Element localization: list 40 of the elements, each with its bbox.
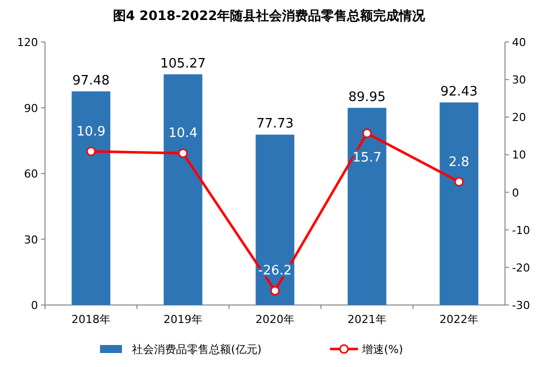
point [86,146,96,156]
data-label: 97.48 [72,73,110,88]
y2-tick-label: -10 [512,224,530,237]
y2-tick-label: 20 [512,111,526,124]
y2-tick-label: 40 [512,36,526,49]
point [270,286,280,296]
data-label: 10.4 [168,126,198,142]
data-label: 15.7 [352,150,382,166]
legend-label: 增速(%) [361,343,404,356]
x-tick-label: 2018年 [72,313,110,326]
x-tick-label: 2019年 [164,313,202,326]
x-tick-label: 2022年 [440,313,478,326]
data-label: 89.95 [348,90,386,105]
data-label: 77.73 [256,116,294,132]
bar [164,74,202,305]
data-label: 10.9 [76,124,106,140]
y-tick-label: 0 [31,299,38,312]
bar [440,102,478,305]
point [454,177,464,187]
legend-label: 社会消费品零售总额(亿元) [132,343,262,356]
y-tick-label: 30 [24,233,38,246]
y2-tick-label: -20 [512,261,530,274]
point [178,148,188,158]
bar [348,108,386,305]
data-label: 105.27 [160,56,206,72]
y-tick-label: 120 [17,36,38,49]
chart-title: 图4 2018-2022年随县社会消费品零售总额完成情况 [112,8,426,24]
bar [256,134,294,305]
y2-tick-label: 10 [512,148,526,162]
point [362,128,372,138]
y2-tick-label: -30 [512,299,530,312]
y2-tick-label: 0 [512,186,519,200]
y2-tick-label: 30 [512,74,526,87]
y-tick-label: 90 [24,102,38,115]
data-label: 92.43 [440,84,478,100]
data-label: 2.8 [448,154,470,170]
x-tick-label: 2021年 [348,313,386,326]
x-tick-label: 2020年 [256,313,294,326]
y-tick-label: 60 [24,168,38,180]
bar [72,91,110,305]
